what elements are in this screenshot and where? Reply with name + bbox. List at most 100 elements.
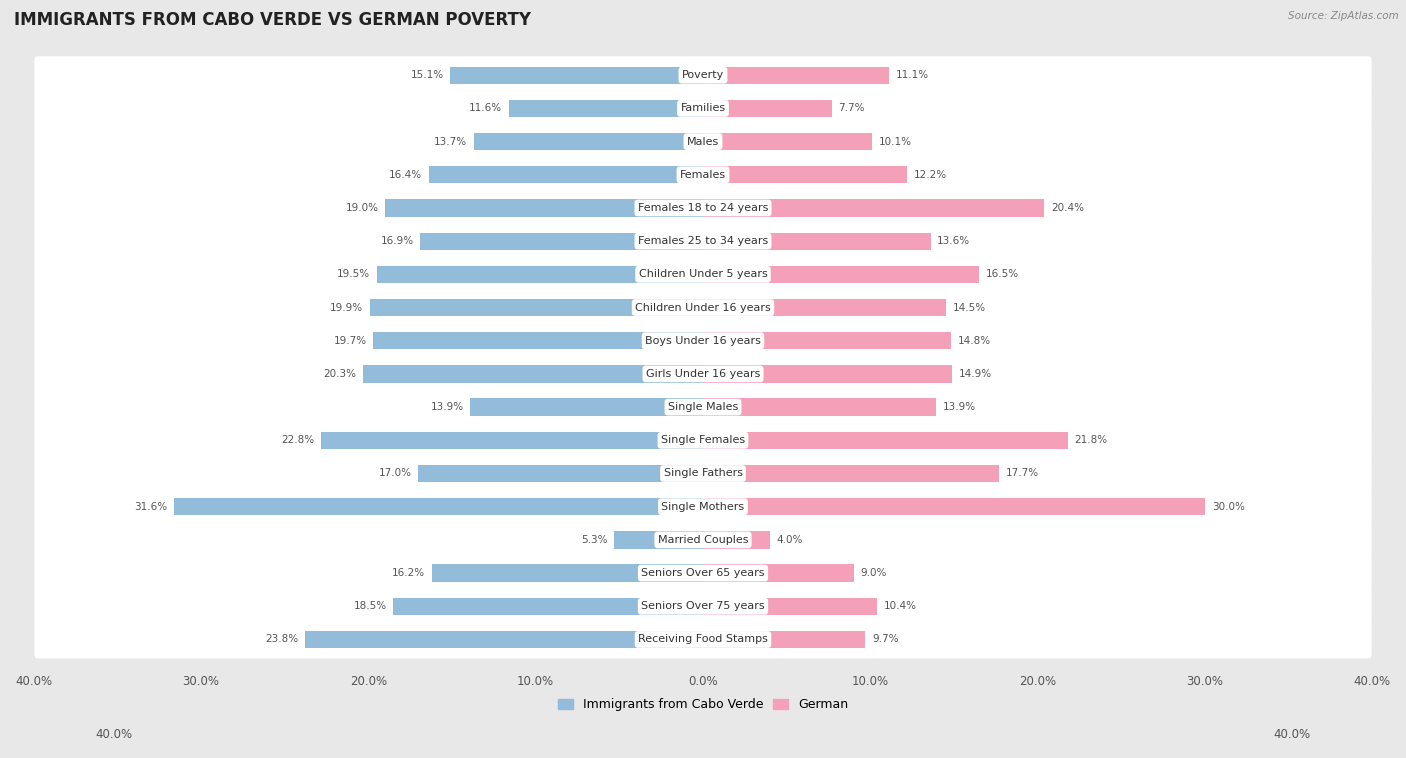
Text: Receiving Food Stamps: Receiving Food Stamps [638,634,768,644]
FancyBboxPatch shape [34,621,1372,659]
FancyBboxPatch shape [34,123,1372,161]
Text: Females 18 to 24 years: Females 18 to 24 years [638,203,768,213]
Bar [432,565,703,581]
Bar [703,299,946,316]
Text: 30.0%: 30.0% [1212,502,1244,512]
Bar [374,332,703,349]
Text: Single Males: Single Males [668,402,738,412]
Bar [429,166,703,183]
FancyBboxPatch shape [34,289,1372,327]
Bar [703,100,832,117]
Text: 21.8%: 21.8% [1074,435,1108,445]
Text: Males: Males [688,136,718,146]
Bar [420,233,703,250]
Bar [474,133,703,150]
Text: 11.1%: 11.1% [896,70,928,80]
Bar [174,498,703,515]
Bar [703,199,1045,217]
Text: 5.3%: 5.3% [581,535,607,545]
Text: 17.7%: 17.7% [1005,468,1039,478]
Text: Source: ZipAtlas.com: Source: ZipAtlas.com [1288,11,1399,21]
Text: 13.6%: 13.6% [938,236,970,246]
Text: 16.4%: 16.4% [388,170,422,180]
Bar [703,233,931,250]
Bar [703,631,865,648]
Bar [703,531,770,549]
Bar [377,266,703,283]
Text: Single Fathers: Single Fathers [664,468,742,478]
Text: 19.7%: 19.7% [333,336,367,346]
Text: Married Couples: Married Couples [658,535,748,545]
Text: 16.5%: 16.5% [986,269,1019,280]
Bar [703,67,889,84]
Text: 9.0%: 9.0% [860,568,887,578]
Text: 20.3%: 20.3% [323,369,357,379]
Bar [703,332,950,349]
Text: 7.7%: 7.7% [838,103,865,114]
FancyBboxPatch shape [34,322,1372,359]
Bar [703,431,1067,449]
Text: 14.5%: 14.5% [952,302,986,312]
Bar [703,399,935,415]
Text: IMMIGRANTS FROM CABO VERDE VS GERMAN POVERTY: IMMIGRANTS FROM CABO VERDE VS GERMAN POV… [14,11,531,30]
Bar [471,399,703,415]
Bar [703,166,907,183]
FancyBboxPatch shape [34,355,1372,393]
Bar [370,299,703,316]
Bar [703,365,952,383]
Text: 19.9%: 19.9% [330,302,363,312]
Text: 40.0%: 40.0% [1274,728,1310,741]
Text: 4.0%: 4.0% [776,535,803,545]
Text: 19.0%: 19.0% [346,203,378,213]
Text: 20.4%: 20.4% [1052,203,1084,213]
Text: Single Females: Single Females [661,435,745,445]
Bar [703,465,1000,482]
FancyBboxPatch shape [34,189,1372,227]
Bar [385,199,703,217]
Text: 23.8%: 23.8% [264,634,298,644]
Text: Families: Families [681,103,725,114]
FancyBboxPatch shape [34,487,1372,525]
FancyBboxPatch shape [34,56,1372,94]
Bar [703,133,872,150]
Text: 12.2%: 12.2% [914,170,948,180]
FancyBboxPatch shape [34,587,1372,625]
FancyBboxPatch shape [34,255,1372,293]
Text: 22.8%: 22.8% [281,435,315,445]
FancyBboxPatch shape [34,388,1372,426]
Bar [450,67,703,84]
Text: 14.9%: 14.9% [959,369,993,379]
FancyBboxPatch shape [34,455,1372,493]
Bar [509,100,703,117]
Bar [322,431,703,449]
Text: 11.6%: 11.6% [470,103,502,114]
Legend: Immigrants from Cabo Verde, German: Immigrants from Cabo Verde, German [553,693,853,716]
Bar [703,266,979,283]
Text: 13.7%: 13.7% [434,136,467,146]
Bar [703,597,877,615]
FancyBboxPatch shape [34,89,1372,127]
FancyBboxPatch shape [34,222,1372,260]
Bar [703,498,1205,515]
Text: Females: Females [681,170,725,180]
Text: 19.5%: 19.5% [337,269,370,280]
Bar [419,465,703,482]
Bar [614,531,703,549]
Bar [305,631,703,648]
Text: 18.5%: 18.5% [353,601,387,611]
Text: Seniors Over 65 years: Seniors Over 65 years [641,568,765,578]
Bar [394,597,703,615]
Bar [703,565,853,581]
Text: Girls Under 16 years: Girls Under 16 years [645,369,761,379]
Bar [363,365,703,383]
FancyBboxPatch shape [34,554,1372,592]
Text: 15.1%: 15.1% [411,70,443,80]
Text: 9.7%: 9.7% [872,634,898,644]
Text: 13.9%: 13.9% [942,402,976,412]
Text: 14.8%: 14.8% [957,336,990,346]
Text: 10.4%: 10.4% [884,601,917,611]
Text: Boys Under 16 years: Boys Under 16 years [645,336,761,346]
Text: Females 25 to 34 years: Females 25 to 34 years [638,236,768,246]
Text: 17.0%: 17.0% [378,468,412,478]
Text: Single Mothers: Single Mothers [661,502,745,512]
